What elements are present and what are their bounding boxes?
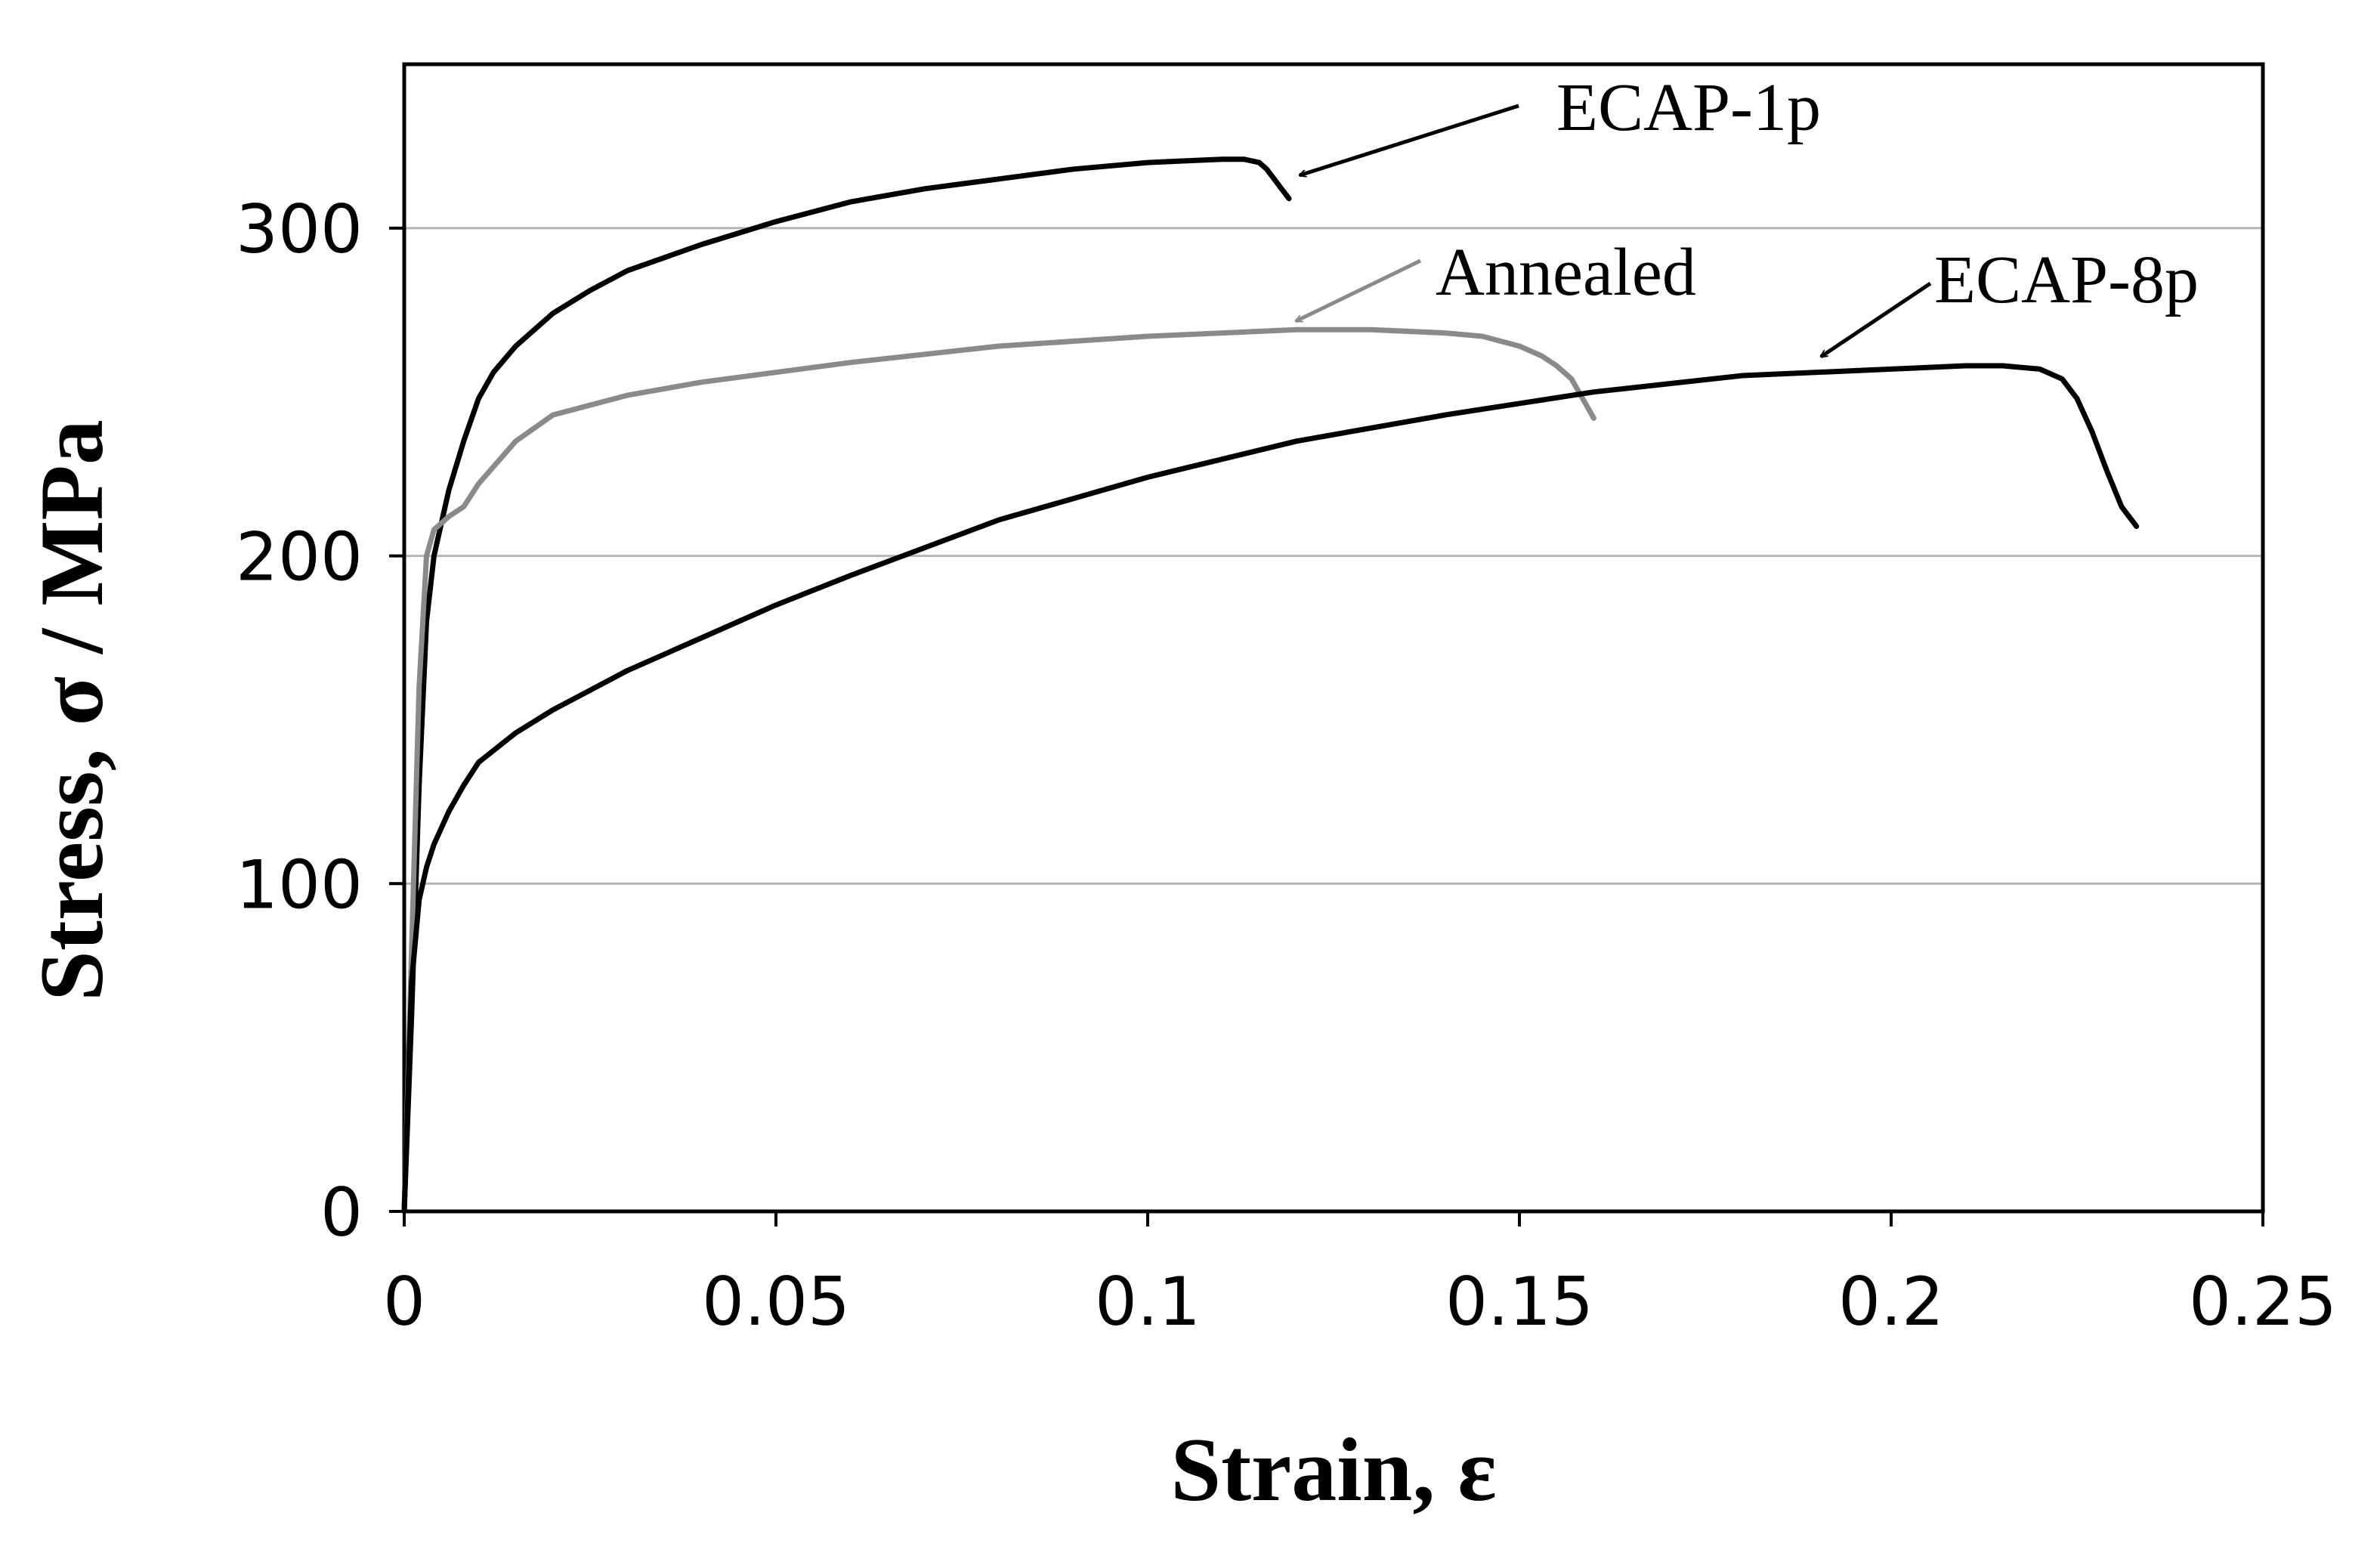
annotation-arrow-annealed xyxy=(1296,258,1422,323)
y-tick-label-1: 100 xyxy=(236,846,363,923)
series-lines xyxy=(401,156,2140,1214)
annotation-label-annealed: Annealed xyxy=(1436,235,1696,310)
annotation-label-ecap-1p: ECAP-1p xyxy=(1556,70,1821,145)
y-tick-labels: 0 100 200 300 xyxy=(236,190,363,1251)
series-line-ecap-1p xyxy=(401,156,1292,1214)
annotation-arrow-ecap-8p xyxy=(1821,281,1932,359)
annotation-arrow-ecap-1p xyxy=(1300,104,1519,175)
series-line-annealed xyxy=(401,326,1596,1214)
x-tick-label-0: 0 xyxy=(383,1263,425,1341)
y-tick-label-3: 300 xyxy=(236,190,363,268)
x-tick-label-3: 0.15 xyxy=(1445,1263,1593,1341)
annotation-label-ecap-8p: ECAP-8p xyxy=(1934,243,2199,317)
y-tick-label-0: 0 xyxy=(320,1174,363,1251)
axis-ticks xyxy=(389,226,2264,1227)
x-tick-labels: 0 0.05 0.1 0.15 0.2 0.25 xyxy=(383,1263,2337,1341)
x-tick-label-2: 0.1 xyxy=(1095,1263,1201,1341)
y-axis-title: Stress, σ / MPa xyxy=(21,419,122,1001)
plot-area-border xyxy=(402,62,2265,1214)
x-tick-label-1: 0.05 xyxy=(702,1263,850,1341)
gridlines xyxy=(404,227,2263,885)
annotations: ECAP-1p Annealed ECAP-8p xyxy=(1296,70,2199,359)
x-tick-label-4: 0.2 xyxy=(1838,1263,1944,1341)
y-tick-label-2: 200 xyxy=(236,518,363,596)
series-line-ecap-8p xyxy=(401,363,2140,1214)
x-axis-title: Strain, ε xyxy=(1170,1419,1496,1520)
x-tick-label-5: 0.25 xyxy=(2189,1263,2337,1341)
